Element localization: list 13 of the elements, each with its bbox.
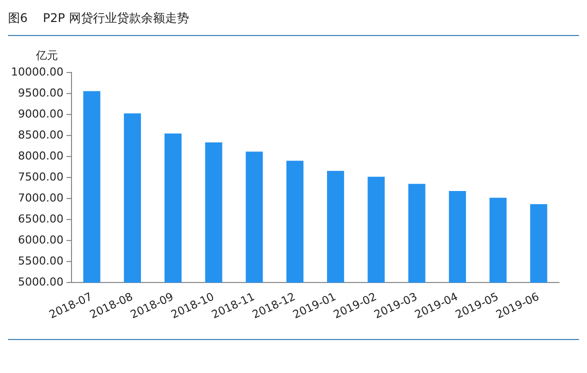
y-tick-label: 9000.00: [18, 107, 64, 120]
y-tick-label: 8500.00: [18, 128, 64, 142]
y-tick-label: 8000.00: [18, 149, 64, 162]
y-tick-label: 7000.00: [18, 191, 64, 204]
y-tick-label: 7500.00: [18, 170, 64, 184]
y-tick-label: 5000.00: [18, 275, 64, 288]
y-tick-label: 9500.00: [18, 86, 64, 100]
y-tick-label: 6000.00: [18, 233, 64, 246]
y-tick-label: 5500.00: [18, 254, 64, 268]
y-axis-title: 亿元: [36, 48, 59, 63]
chart-title: 图6 P2P 网贷行业贷款余额走势: [8, 10, 190, 27]
y-tick-label: 6500.00: [18, 212, 64, 226]
y-tick-label: 10000.00: [10, 65, 64, 78]
